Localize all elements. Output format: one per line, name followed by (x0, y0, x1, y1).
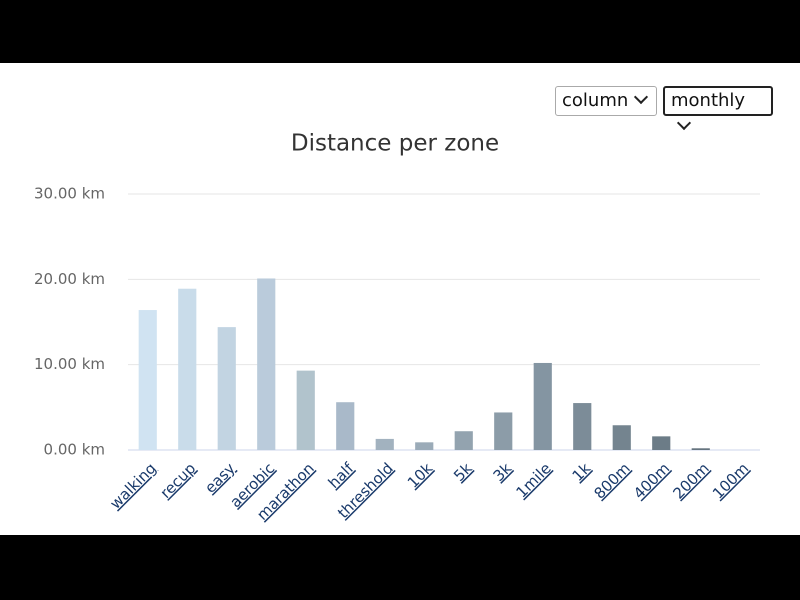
y-tick-label: 30.00 km (34, 185, 105, 203)
bar (652, 436, 671, 450)
y-tick-label: 0.00 km (44, 441, 105, 459)
bar (454, 431, 473, 450)
chart-type-select[interactable]: column (555, 86, 657, 116)
x-tick-label[interactable]: recup (157, 459, 200, 502)
x-tick-label[interactable]: 5k (450, 459, 476, 485)
content: column monthly (0, 63, 800, 535)
x-tick-label[interactable]: 1mile (513, 459, 555, 501)
bar (336, 402, 355, 450)
y-tick-label: 10.00 km (34, 355, 105, 373)
x-tick-label[interactable]: 200m (669, 459, 712, 502)
x-tick-label[interactable]: 400m (630, 459, 673, 502)
x-tick-label[interactable]: 1k (569, 459, 595, 485)
select-value: monthly (671, 90, 746, 111)
period-select[interactable]: monthly (663, 86, 773, 131)
x-tick-label[interactable]: walking (106, 459, 159, 512)
bar (533, 362, 552, 450)
select-value: column (562, 90, 629, 111)
bar (691, 448, 710, 450)
bar (415, 442, 434, 450)
bar (612, 425, 631, 450)
x-tick-label[interactable]: 100m (709, 459, 752, 502)
bar (494, 412, 513, 450)
x-tick-label[interactable]: 800m (590, 459, 633, 502)
x-tick-label[interactable]: 10k (404, 459, 437, 492)
bar (375, 438, 394, 450)
bar (296, 370, 315, 450)
x-tick-label[interactable]: 3k (490, 459, 516, 485)
bar (138, 310, 157, 450)
x-tick-label[interactable]: half (325, 459, 358, 492)
y-tick-label: 20.00 km (34, 270, 105, 288)
bar (257, 278, 276, 450)
bar (217, 327, 236, 450)
bar (573, 403, 592, 450)
bar (178, 288, 197, 450)
chart-title: Distance per zone (291, 131, 499, 157)
